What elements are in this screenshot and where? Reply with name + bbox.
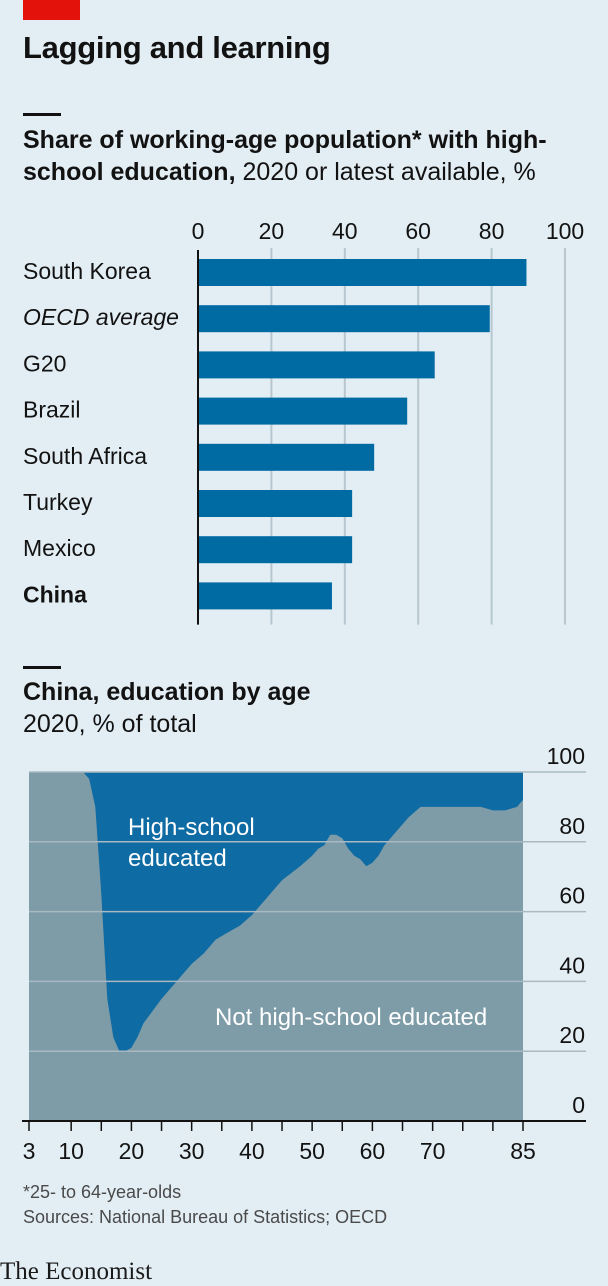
x-tick-label: 70 [420, 1138, 446, 1164]
y-tick-label: 100 [547, 743, 585, 769]
category-label: Brazil [23, 397, 81, 423]
series-label-not-high-school: Not high-school educated [215, 1004, 487, 1031]
x-tick-label: 85 [510, 1138, 536, 1164]
brand-logo-text: The Economist [0, 1258, 153, 1285]
area-chart-title: China, education by age [23, 678, 311, 706]
x-tick-label: 10 [58, 1138, 84, 1164]
x-tick-label: 20 [119, 1138, 145, 1164]
chart-title: Lagging and learning [23, 30, 331, 65]
footnote: *25- to 64-year-olds [23, 1182, 182, 1202]
bar [198, 443, 375, 471]
y-tick-label: 60 [559, 883, 585, 909]
bar [198, 397, 408, 425]
y-tick-label: 40 [559, 952, 585, 978]
x-tick-label: 3 [23, 1138, 36, 1164]
y-tick-label: 0 [572, 1092, 585, 1118]
y-tick-label: 80 [559, 813, 585, 839]
x-tick-label: 40 [239, 1138, 265, 1164]
x-tick-label: 30 [179, 1138, 205, 1164]
bar [198, 351, 435, 379]
area-not-high-school-educated [29, 772, 523, 1121]
x-tick-label: 40 [332, 218, 358, 244]
y-tick-label: 20 [559, 1022, 585, 1048]
bar [198, 259, 527, 286]
x-tick-label: 20 [259, 218, 285, 244]
bar [198, 582, 332, 610]
bar-chart-subtitle-bold: Share of working-age population* with hi… [23, 126, 547, 186]
category-label: South Korea [23, 258, 151, 284]
series-label-high-school: High-school [128, 814, 255, 841]
bar-chart-subtitle: Share of working-age population* with hi… [23, 124, 583, 188]
category-label: Mexico [23, 535, 96, 561]
brand-accent-tag [23, 0, 80, 20]
sources: Sources: National Bureau of Statistics; … [23, 1207, 388, 1227]
bar [198, 305, 490, 333]
series-label-high-school-line2: educated [128, 845, 227, 872]
bar-chart: 0 20 40 60 80 100 South Korea OECD average G20 Br… [23, 218, 584, 625]
category-label: Turkey [23, 489, 93, 515]
x-tick-label: 60 [405, 218, 431, 244]
bar-chart-subtitle-rest: 2020 or latest available, % [235, 158, 536, 186]
category-label: OECD average [23, 304, 179, 330]
category-label: South Africa [23, 443, 147, 469]
x-tick-label: 60 [360, 1138, 386, 1164]
area-chart: 0 20 40 60 80 100 3 10 20 30 40 50 60 70 85 High-school… [22, 743, 586, 1164]
x-tick-label: 50 [299, 1138, 325, 1164]
bar [198, 536, 353, 564]
x-tick-label: 0 [192, 218, 205, 244]
category-label: China [23, 581, 87, 607]
category-label: G20 [23, 350, 66, 376]
bar [198, 490, 353, 517]
x-tick-label: 100 [546, 218, 584, 244]
x-tick-label: 80 [479, 218, 505, 244]
section-rule-area [23, 666, 61, 669]
area-chart-subtitle: 2020, % of total [23, 710, 197, 738]
section-rule-bar [23, 113, 61, 116]
